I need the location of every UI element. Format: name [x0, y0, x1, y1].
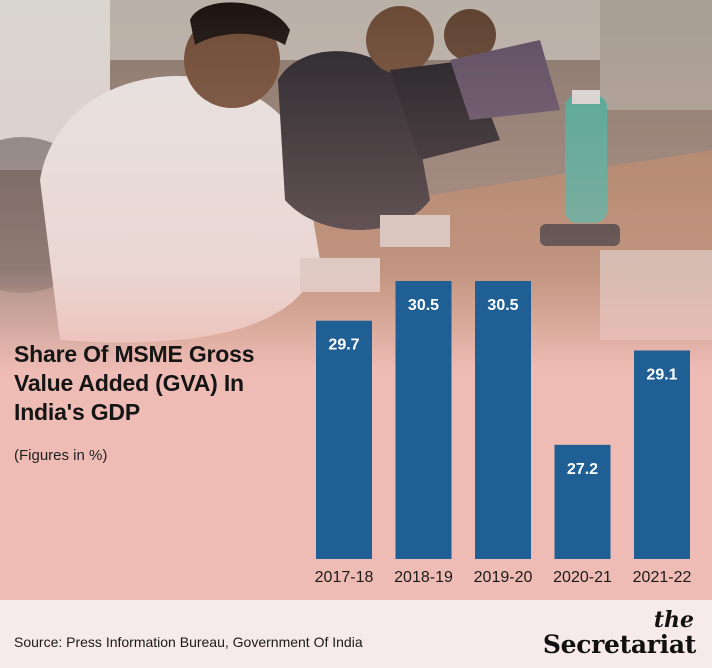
- data-label-2017-18: 29.7: [328, 337, 359, 354]
- x-tick-label-2021-22: 2021-22: [633, 569, 692, 586]
- data-label-2019-20: 30.5: [487, 297, 518, 314]
- brand-logo-the: the: [653, 607, 694, 633]
- bar-chart: 29.7 2017-18 30.5 2018-19 30.5 2019-20 27.2 202…: [315, 281, 692, 586]
- bar-2018-19: [395, 281, 452, 559]
- bar-2019-20: [475, 281, 531, 559]
- chart-subtitle: (Figures in %): [14, 447, 108, 464]
- x-tick-label-2020-21: 2020-21: [553, 569, 612, 586]
- source-note: Source: Press Information Bureau, Govern…: [14, 634, 363, 650]
- background-photo: [0, 0, 712, 600]
- brand-logo: the Secretariat: [542, 607, 696, 660]
- data-label-2018-19: 30.5: [408, 297, 439, 314]
- bar-2021-22: [634, 350, 690, 559]
- x-tick-label-2018-19: 2018-19: [394, 569, 453, 586]
- x-tick-label-2019-20: 2019-20: [474, 569, 533, 586]
- x-tick-label-2017-18: 2017-18: [315, 569, 374, 586]
- data-label-2021-22: 29.1: [646, 367, 677, 384]
- brand-logo-name: Secretariat: [542, 630, 696, 659]
- bar-2020-21: [554, 444, 611, 559]
- chart-title: Share Of MSME Gross Value Added (GVA) In…: [14, 341, 255, 425]
- chart-title-block: Share Of MSME Gross Value Added (GVA) In…: [14, 340, 314, 464]
- data-label-2020-21: 27.2: [567, 461, 598, 478]
- footer: Source: Press Information Bureau, Govern…: [0, 600, 712, 668]
- bar-2017-18: [316, 320, 372, 559]
- workshop-photo-illustration: [0, 0, 712, 600]
